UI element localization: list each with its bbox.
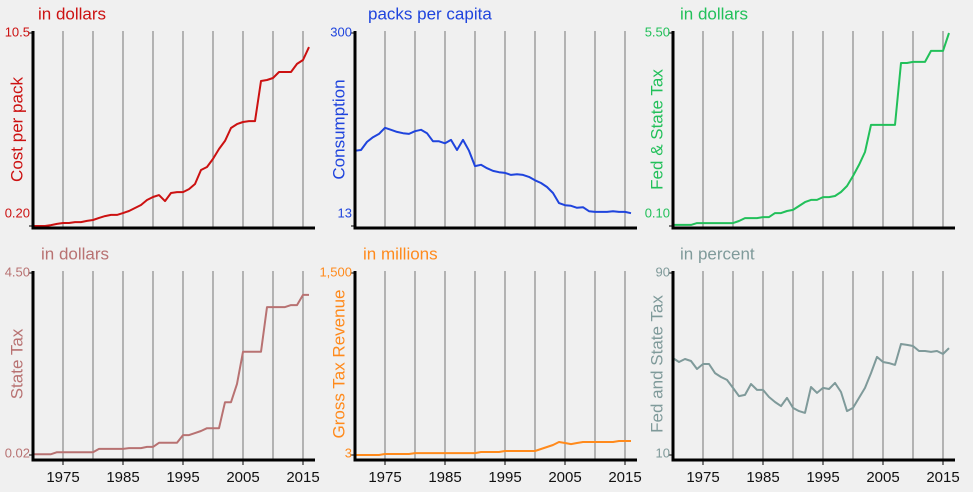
x-tick-label: 2005 (866, 469, 899, 486)
y-tick-label: 1,500 (319, 264, 352, 279)
data-line (33, 46, 310, 227)
x-tick-label: 1985 (428, 469, 461, 486)
panel-title: in dollars (38, 4, 106, 23)
y-tick-label: 0.10 (645, 205, 670, 220)
panel: 10 90 1975 1985 1995 2005 2015 in percent Fed an… (647, 244, 959, 485)
x-tick-label: 2015 (926, 469, 959, 486)
panel-title: in percent (680, 244, 755, 263)
panel-title: in dollars (680, 4, 748, 23)
panel-title: in dollars (41, 244, 109, 263)
y-tick-label: 0.20 (5, 205, 30, 220)
x-tick-label: 2015 (608, 469, 641, 486)
x-tick-label: 1975 (368, 469, 401, 486)
panel-title: packs per capita (368, 4, 492, 23)
x-tick-label: 1985 (746, 469, 779, 486)
panel-title: in millions (363, 244, 438, 263)
x-tick-label: 1995 (806, 469, 839, 486)
data-line (355, 440, 631, 456)
x-tick-label: 1975 (686, 469, 719, 486)
panel: 0.02 4.50 1975 1985 1995 2005 2015 in dollars St… (5, 244, 320, 485)
y-tick-label: 90 (656, 264, 670, 279)
data-line (673, 32, 950, 226)
x-tick-label: 1975 (46, 469, 79, 486)
y-tick-label: 4.50 (5, 264, 30, 279)
x-tick-label: 1995 (166, 469, 199, 486)
y-axis-label: State Tax (7, 328, 26, 399)
data-line (33, 293, 309, 456)
y-axis-label: Gross Tax Revenue (329, 290, 348, 439)
panel: 0.10 5.50 in dollars Fed & State Tax (645, 4, 955, 230)
y-axis-label: Consumption (329, 79, 348, 179)
y-tick-label: 13 (338, 205, 352, 220)
y-tick-label: 5.50 (645, 24, 670, 39)
x-tick-label: 2005 (548, 469, 581, 486)
panel: 13 300 packs per capita Consumption (329, 4, 637, 230)
x-tick-label: 2015 (286, 469, 319, 486)
y-tick-label: 0.02 (5, 445, 30, 460)
panel: 0.20 10.5 in dollars Cost per pack (5, 4, 315, 230)
panel: 3 1,500 1975 1985 1995 2005 2015 in millions Gro… (319, 244, 641, 485)
y-tick-label: 300 (330, 24, 352, 39)
y-axis-label: Fed & State Tax (647, 69, 666, 190)
x-tick-label: 1995 (488, 469, 521, 486)
data-line (672, 343, 950, 414)
y-tick-label: 3 (345, 445, 352, 460)
data-line (354, 126, 632, 215)
y-axis-label: Fed and State Tax (647, 295, 666, 433)
x-tick-label: 2005 (226, 469, 259, 486)
y-tick-label: 10.5 (5, 24, 30, 39)
y-tick-label: 10 (656, 445, 670, 460)
y-axis-label: Cost per pack (7, 77, 26, 182)
x-tick-label: 1985 (106, 469, 139, 486)
